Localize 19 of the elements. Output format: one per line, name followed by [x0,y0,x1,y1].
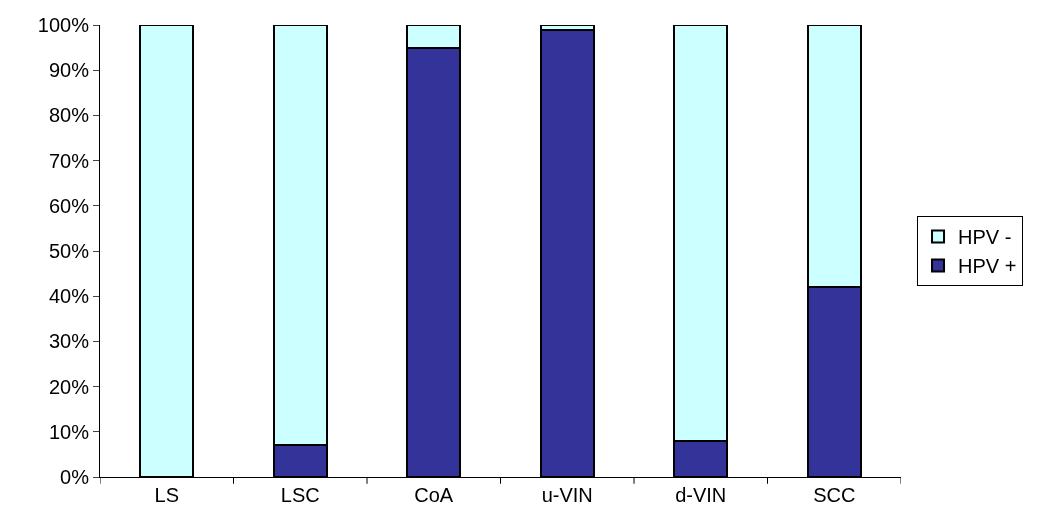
x-tick-label: d-VIN [675,484,727,506]
y-tick-label: 60% [48,194,90,217]
y-tick-label: 0% [60,466,90,488]
x-tick-label: CoA [414,484,454,506]
x-tick-label: SCC [813,484,856,506]
y-tick-label: 100% [37,14,90,36]
y-tick-label: 10% [48,420,90,443]
y-tick-label: 90% [48,59,90,82]
y-tick-label: 80% [48,104,90,127]
y-tick-label: 30% [48,330,90,353]
y-tick-label: 70% [48,149,90,172]
y-tick-label: 40% [48,285,90,308]
x-tick-label: u-VIN [541,484,593,506]
legend-label: HPV + [958,255,1017,278]
y-tick-label: 20% [48,375,90,398]
legend-label: HPV - [958,226,1012,249]
x-tick-label: LSC [280,484,320,506]
x-tick-label: LS [154,484,179,506]
y-tick-label: 50% [48,240,90,262]
